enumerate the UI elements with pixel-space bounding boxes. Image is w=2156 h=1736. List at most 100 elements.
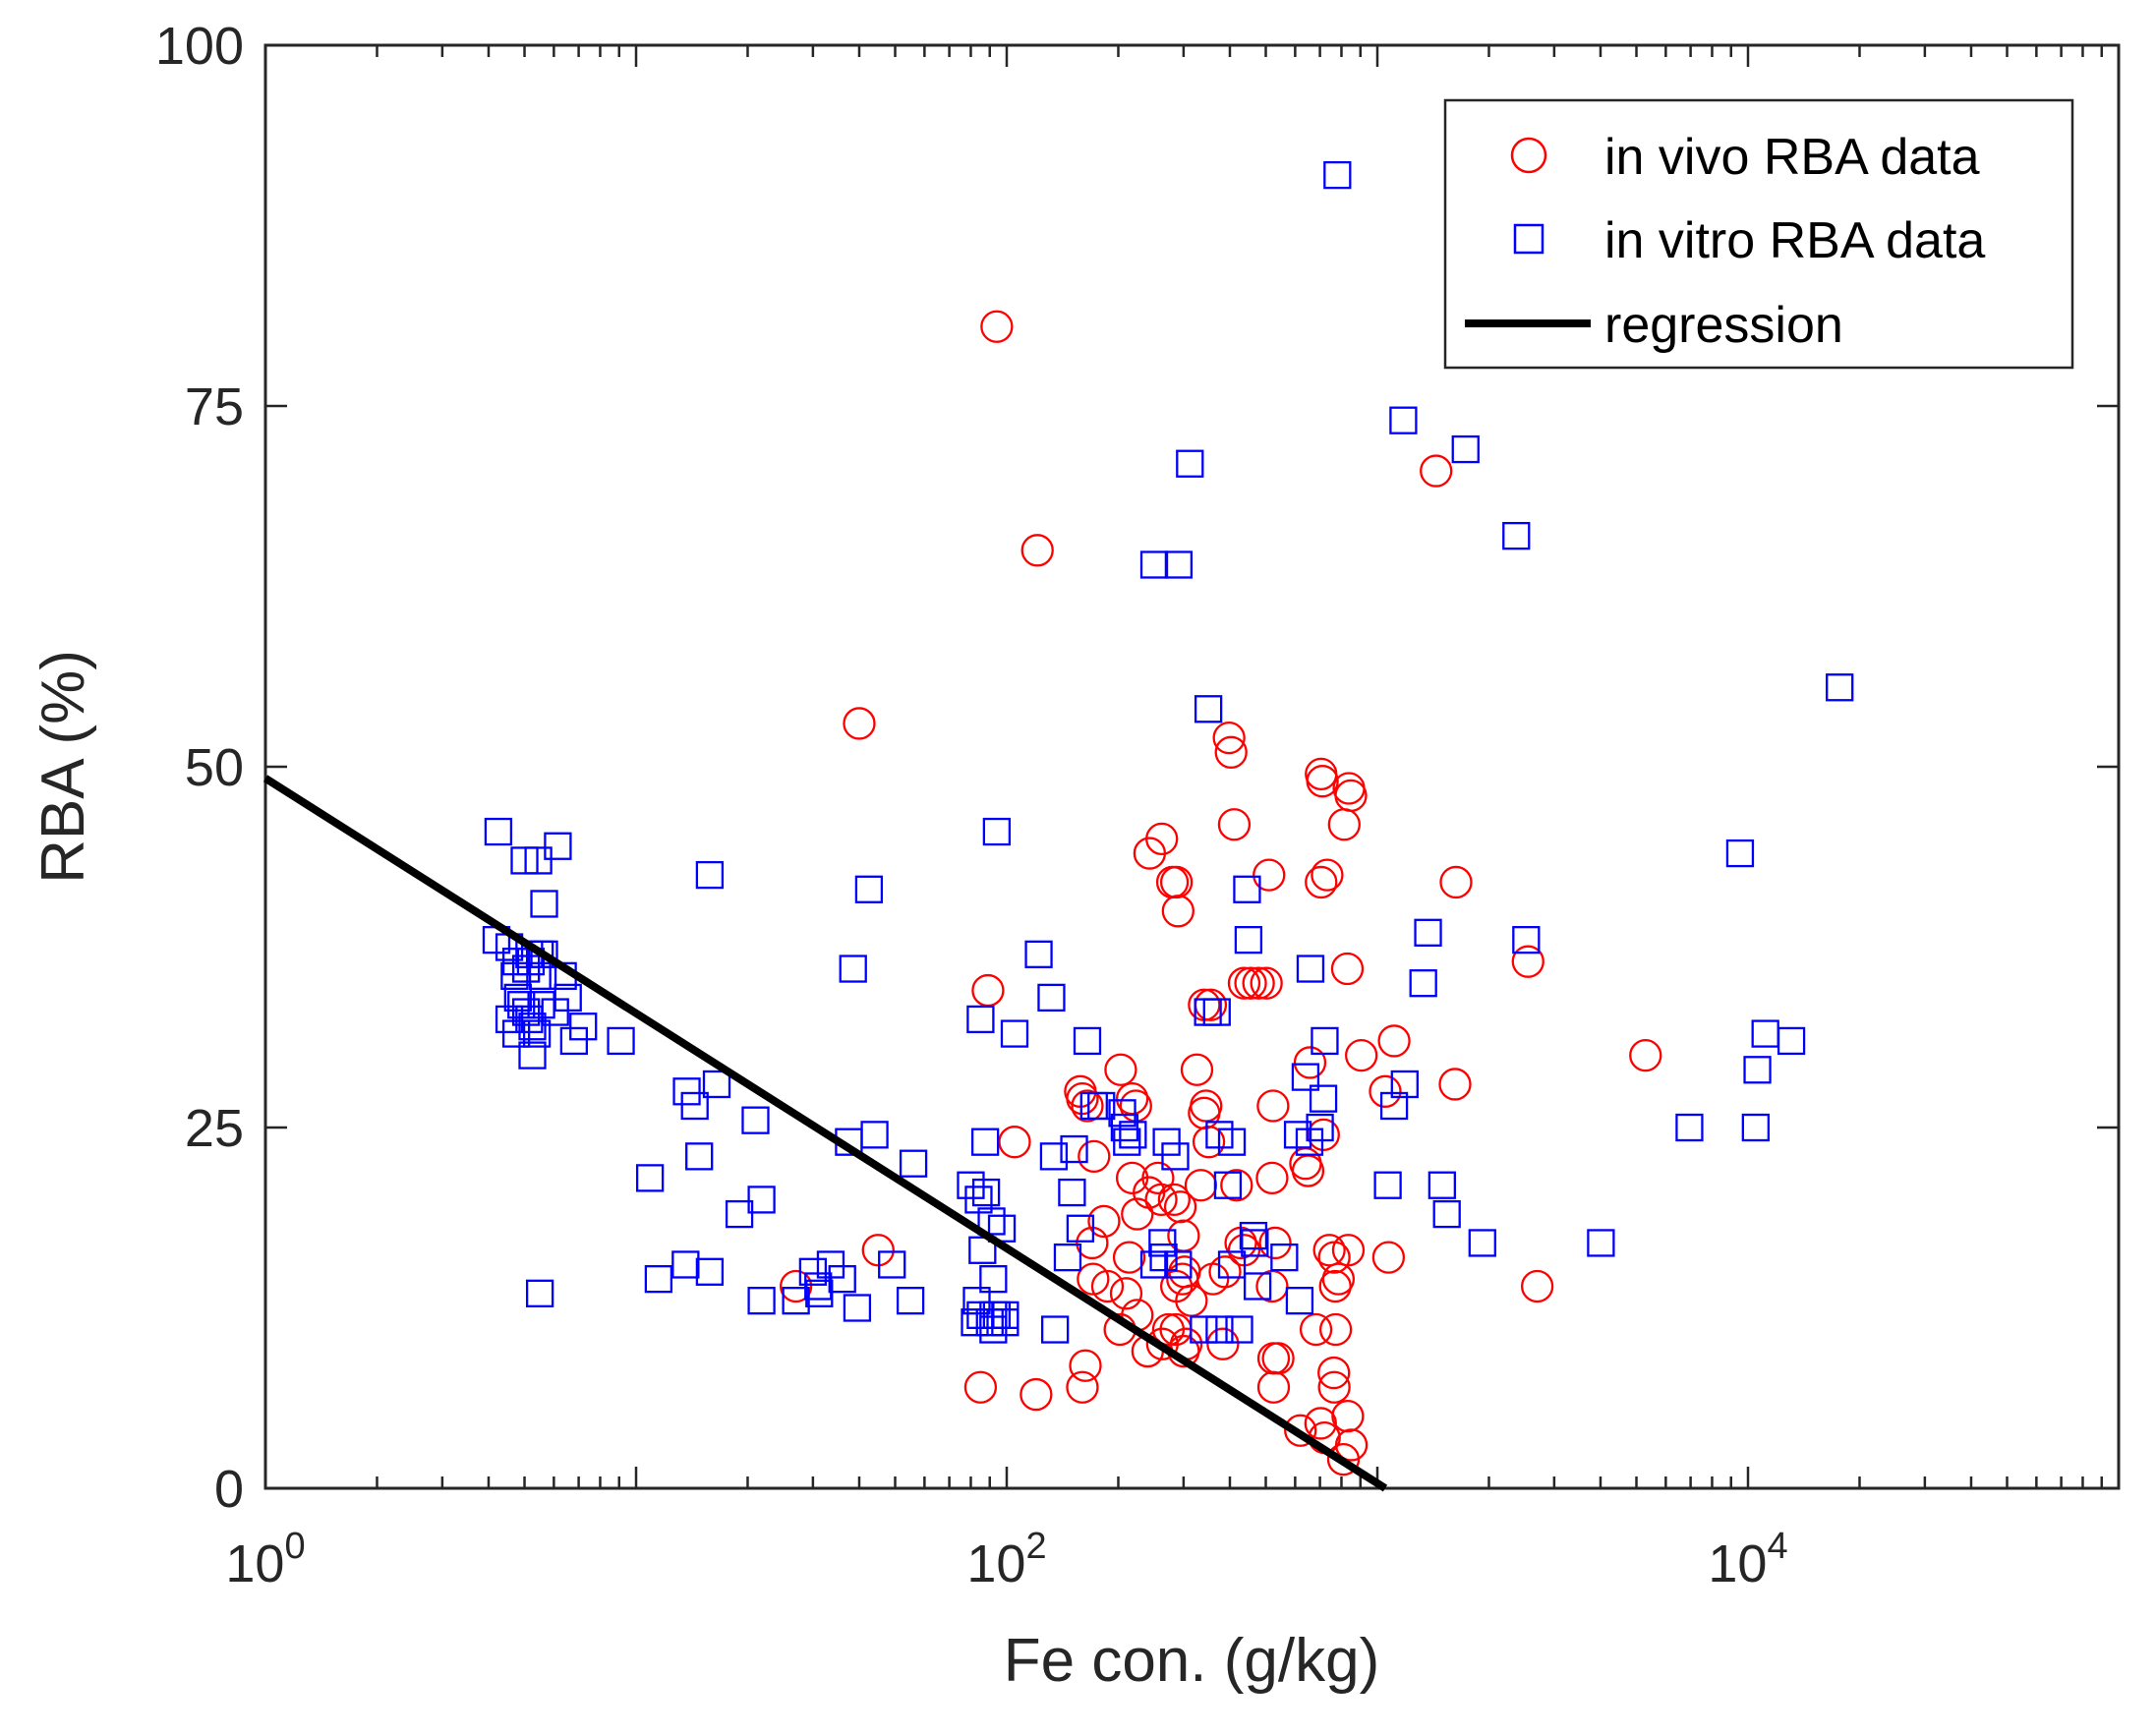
- in-vitro-point: [971, 1178, 1001, 1207]
- in-vitro-point: [747, 1287, 776, 1315]
- in-vitro-point: [1409, 969, 1437, 998]
- y-axis-tick-labels: 0 25 50 75 100: [155, 17, 244, 1519]
- in-vitro-point: [1373, 1171, 1402, 1199]
- legend-label-in-vivo: in vivo RBA data: [1604, 129, 1980, 186]
- in-vitro-point: [961, 1308, 989, 1337]
- in-vivo-point: [1520, 1269, 1554, 1303]
- in-vitro-point: [1205, 1315, 1234, 1344]
- x-axis-ticks: [376, 45, 2103, 1488]
- in-vitro-point: [1741, 1113, 1770, 1142]
- y-tick-label: 75: [185, 377, 244, 436]
- in-vivo-point: [1227, 966, 1261, 1000]
- in-vivo-point: [998, 1126, 1031, 1159]
- in-vivo-point: [1369, 1074, 1402, 1108]
- in-vitro-point: [530, 940, 558, 968]
- in-vivo-point: [1321, 1262, 1356, 1296]
- in-vivo-point: [1109, 1277, 1143, 1310]
- in-vivo-point: [1066, 1370, 1099, 1404]
- in-vitro-point: [782, 1287, 810, 1315]
- in-vitro-point: [1164, 1250, 1193, 1279]
- in-vivo-point: [1087, 1204, 1121, 1239]
- in-vitro-point: [878, 1250, 906, 1279]
- in-vivo-point: [963, 1370, 998, 1404]
- in-vitro-point: [854, 875, 884, 903]
- in-vitro-point: [1066, 1214, 1095, 1243]
- in-vivo-point: [1258, 1226, 1292, 1260]
- in-vivo-point: [1121, 1197, 1154, 1231]
- in-vitro-point: [1000, 1019, 1029, 1048]
- in-vivo-point: [1206, 1327, 1240, 1360]
- in-vivo-point: [1253, 858, 1286, 892]
- in-vitro-point: [979, 1264, 1008, 1294]
- in-vitro-point: [484, 817, 513, 846]
- in-vitro-point: [501, 1019, 531, 1048]
- in-vivo-point: [1161, 895, 1195, 928]
- in-vitro-point: [1024, 940, 1053, 968]
- legend-label-regression: regression: [1604, 297, 1843, 354]
- legend-label-in-vitro: in vitro RBA data: [1604, 212, 1985, 269]
- in-vitro-point: [975, 1308, 1004, 1337]
- in-vitro-point: [1306, 1113, 1334, 1142]
- in-vivo-point: [1306, 765, 1339, 798]
- in-vitro-point: [970, 1128, 1000, 1156]
- in-vitro-point: [899, 1149, 928, 1178]
- in-vitro-point: [702, 1070, 731, 1099]
- in-vitro-point: [1428, 1171, 1456, 1199]
- in-vitro-point: [1176, 449, 1204, 478]
- in-vivo-point: [1334, 1428, 1369, 1462]
- in-vitro-point: [672, 1077, 701, 1106]
- in-vitro-point: [1217, 1128, 1247, 1156]
- in-vivo-point: [1163, 1190, 1197, 1224]
- in-vitro-point: [896, 1287, 925, 1315]
- in-vitro-point: [522, 1019, 552, 1048]
- legend: in vivo RBA data in vitro RBA data regre…: [1443, 98, 2074, 370]
- legend-marker-in-vivo: [1510, 137, 1547, 174]
- in-vitro-point: [1291, 1063, 1320, 1091]
- in-vitro-point: [1108, 1099, 1136, 1128]
- in-vitro-point: [1217, 1250, 1247, 1279]
- in-vitro-point: [1149, 1243, 1178, 1272]
- in-vivo-point: [1256, 1089, 1290, 1123]
- y-tick-label: 0: [214, 1460, 244, 1519]
- in-vivo-point: [1331, 1399, 1365, 1433]
- in-vivo-point: [1255, 1161, 1289, 1195]
- in-vitro-point: [1311, 1026, 1339, 1056]
- in-vivo-point: [1317, 1370, 1351, 1404]
- in-vivo-point: [1318, 1312, 1353, 1347]
- in-vitro-point: [1468, 1229, 1496, 1257]
- in-vitro-point: [1502, 521, 1531, 550]
- in-vivo-point: [1256, 1370, 1291, 1404]
- x-tick-label: 104: [1708, 1526, 1787, 1593]
- in-vivo-point: [1217, 808, 1252, 841]
- in-vivo-point: [1180, 1053, 1214, 1086]
- in-vitro-point: [1777, 1026, 1806, 1056]
- in-vitro-point: [839, 955, 867, 983]
- in-vivo-point: [1078, 1139, 1111, 1174]
- in-vitro-point: [1451, 434, 1480, 464]
- in-vivo-point: [1069, 1349, 1102, 1382]
- y-axis-ticks: [265, 404, 2119, 1129]
- in-vitro-point: [1119, 1121, 1147, 1149]
- in-vitro-point: [1087, 1091, 1116, 1121]
- in-vitro-point: [1110, 1113, 1139, 1142]
- in-vivo-point: [1311, 858, 1344, 892]
- in-vivo-point: [1192, 1126, 1226, 1159]
- in-vitro-point: [1241, 1229, 1269, 1257]
- in-vitro-point: [843, 1294, 872, 1322]
- in-vivo-point: [1145, 822, 1179, 856]
- in-vitro-point: [635, 1164, 665, 1192]
- in-vitro-point: [1161, 1142, 1190, 1171]
- in-vitro-point: [1826, 673, 1854, 702]
- in-vitro-point: [1213, 1171, 1243, 1199]
- in-vitro-point: [525, 1279, 554, 1307]
- in-vivo-point: [1284, 1414, 1317, 1447]
- in-vitro-point: [1309, 1084, 1338, 1113]
- in-vitro-point: [1512, 926, 1541, 955]
- chart-marks: [262, 160, 1854, 1492]
- in-vitro-point: [695, 1257, 725, 1286]
- in-vitro-point: [741, 1106, 770, 1134]
- in-vitro-point: [644, 1264, 673, 1294]
- in-vivo-point: [1299, 1312, 1333, 1347]
- x-axis-tick-labels: 100 102 104: [225, 1526, 1787, 1593]
- in-vitro-point: [798, 1257, 828, 1286]
